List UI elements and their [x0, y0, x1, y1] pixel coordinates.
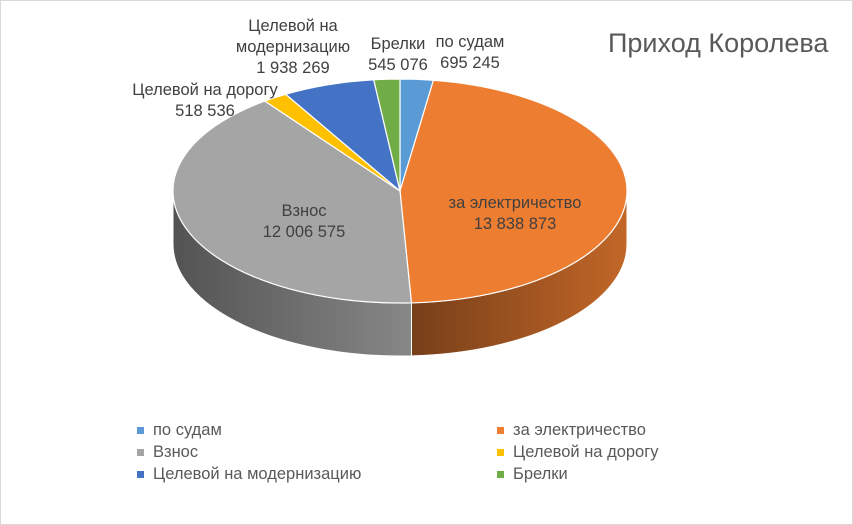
slice-label-name: Целевой на: [248, 17, 338, 35]
slice-label-name: модернизацию: [235, 38, 351, 56]
slice-label-0: по судам 695 245: [436, 32, 505, 74]
slice-label-name: Целевой на дорогу: [132, 81, 278, 99]
pie-slice-2: [172, 100, 413, 304]
slice-label-name: Взнос: [281, 202, 327, 220]
slice-label-value: 545 076: [368, 56, 428, 74]
slice-label-2: Взнос 12 006 575: [263, 201, 346, 243]
slice-label-name: Брелки: [370, 35, 426, 53]
pie-slice-1: [399, 79, 628, 304]
slice-label-name: по судам: [435, 33, 505, 51]
slice-label-value: 518 536: [175, 102, 235, 120]
slice-label-value: 695 245: [440, 54, 500, 72]
slice-label-5: Брелки 545 076: [368, 34, 428, 76]
slice-label-3: Целевой на дорогу 518 536: [132, 80, 278, 122]
pie-slice-5: [372, 78, 401, 192]
slice-label-1: за электричество 13 838 873: [449, 193, 582, 235]
slice-label-4: Целевой на модернизацию 1 938 269: [236, 16, 350, 79]
slice-label-value: 12 006 575: [262, 223, 346, 241]
slice-label-value: 13 838 873: [473, 215, 557, 233]
slice-label-name: за электричество: [448, 194, 582, 212]
chart-title: Приход Королева: [608, 28, 829, 58]
slice-label-value: 1 938 269: [256, 59, 330, 77]
